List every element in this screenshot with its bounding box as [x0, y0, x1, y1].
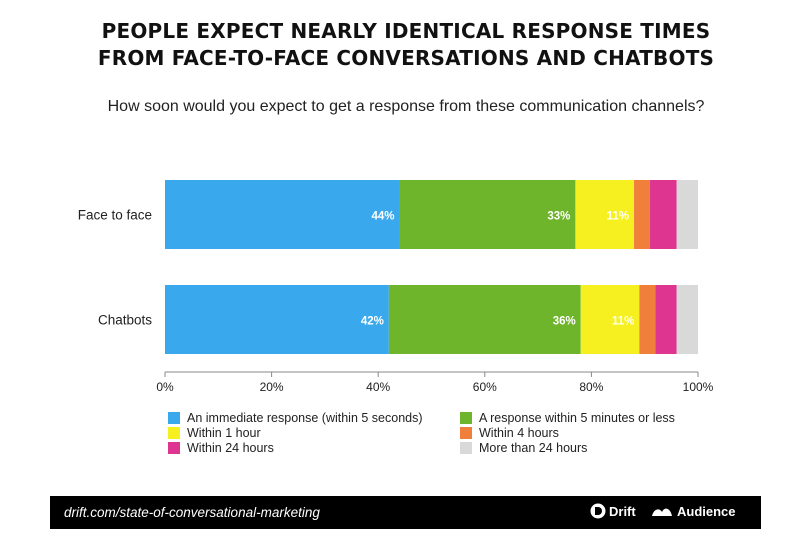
legend-swatch — [168, 427, 180, 439]
stacked-bar-chart: 0% 20% 40% 60% 80% 100% Face to face Chatbots 44… — [78, 180, 714, 394]
data-label: 11% — [607, 211, 629, 223]
legend-item: A response within 5 minutes or less — [460, 411, 675, 425]
drift-icon — [590, 503, 606, 519]
legend-item: An immediate response (within 5 seconds) — [168, 411, 423, 425]
bar-segment — [388, 285, 581, 354]
bar-segment — [676, 180, 698, 249]
bar-segment — [165, 285, 389, 354]
bar-segment — [575, 180, 635, 249]
legend-item: Within 4 hours — [460, 426, 559, 440]
audience-icon — [652, 508, 672, 516]
bar-segment — [165, 180, 400, 249]
bar-segment — [676, 285, 698, 354]
chart-title: PEOPLE EXPECT NEARLY IDENTICAL RESPONSE … — [0, 18, 812, 72]
data-label: 36% — [553, 316, 576, 328]
x-tick-label: 40% — [366, 380, 390, 394]
x-tick-label: 100% — [683, 380, 714, 394]
chart-title-line-2: FROM FACE-TO-FACE CONVERSATIONS AND CHAT… — [97, 46, 715, 70]
legend-label: More than 24 hours — [479, 441, 588, 455]
x-tick-label: 80% — [579, 380, 603, 394]
legend-swatch — [168, 442, 180, 454]
category-label: Face to face — [78, 208, 152, 223]
legend-swatch — [460, 442, 472, 454]
audience-logo: Audience — [650, 503, 736, 519]
drift-brand-name: Drift — [609, 503, 636, 519]
data-label: 11% — [612, 316, 634, 328]
audience-brand-name: Audience — [677, 503, 736, 519]
legend-item: More than 24 hours — [460, 441, 587, 455]
category-label: Chatbots — [98, 313, 152, 328]
bar-segment — [639, 285, 656, 354]
data-label: 42% — [361, 316, 384, 328]
x-tick-label: 0% — [156, 380, 174, 394]
data-label: 44% — [371, 211, 394, 223]
legend-label: Within 1 hour — [187, 426, 261, 440]
source-link[interactable]: drift.com/state-of-conversational-market… — [64, 505, 320, 520]
legend-label: Within 4 hours — [479, 426, 559, 440]
bar-segment — [655, 285, 677, 354]
bar-segment — [650, 180, 677, 249]
bar-segment — [580, 285, 640, 354]
legend-item: Within 1 hour — [168, 426, 261, 440]
legend-label: A response within 5 minutes or less — [479, 411, 675, 425]
legend-label: Within 24 hours — [187, 441, 274, 455]
x-tick-label: 60% — [473, 380, 497, 394]
bar-segment — [399, 180, 576, 249]
data-label: 33% — [547, 211, 570, 223]
legend-swatch — [168, 412, 180, 424]
chart-title-line-1: PEOPLE EXPECT NEARLY IDENTICAL RESPONSE … — [101, 19, 711, 43]
legend-item: Within 24 hours — [168, 441, 274, 455]
legend-swatch — [460, 412, 472, 424]
footer-bar: drift.com/state-of-conversational-market… — [50, 496, 761, 529]
drift-logo: Drift — [590, 503, 636, 519]
x-tick-label: 20% — [260, 380, 284, 394]
chart-subtitle: How soon would you expect to get a respo… — [107, 98, 705, 115]
legend-swatch — [460, 427, 472, 439]
bar-segment — [634, 180, 651, 249]
legend-label: An immediate response (within 5 seconds) — [187, 411, 423, 425]
